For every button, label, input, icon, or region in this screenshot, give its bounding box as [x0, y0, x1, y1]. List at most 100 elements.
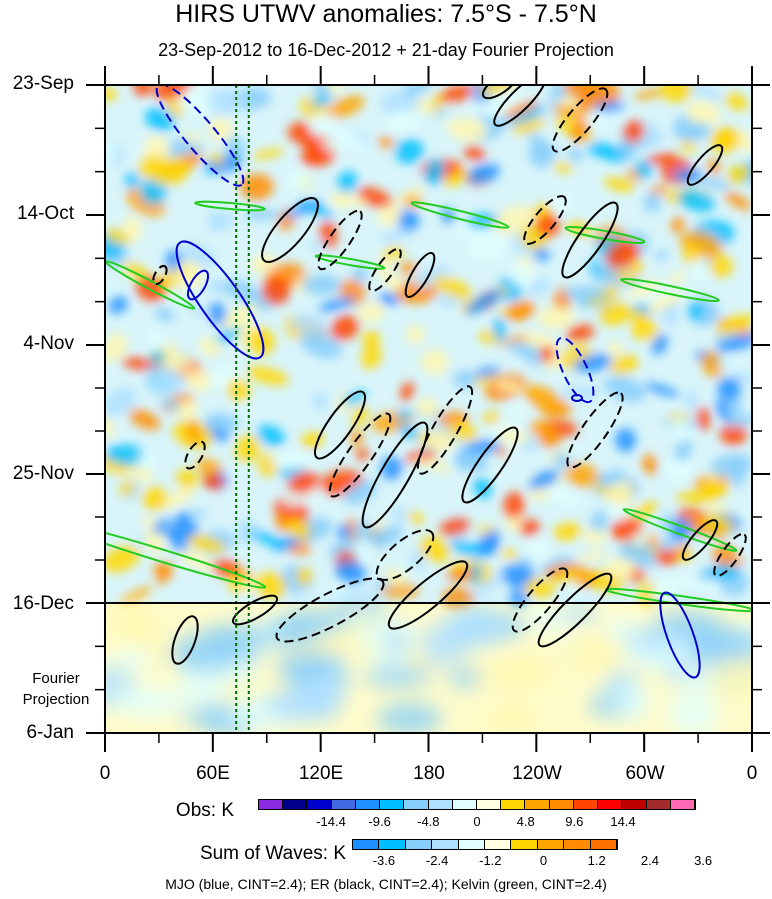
- obs-colorbar: [258, 799, 696, 810]
- anomaly-blob: [283, 486, 323, 506]
- colorbar-swatch: [428, 800, 453, 809]
- anomaly-blob: [351, 266, 369, 282]
- anomaly-blob: [650, 185, 668, 195]
- anomaly-blob: [499, 428, 529, 444]
- anomaly-blob: [331, 128, 371, 153]
- anomaly-blob: [288, 169, 312, 193]
- anomaly-blob: [719, 423, 748, 446]
- anomaly-blob: [301, 145, 336, 167]
- anomaly-blob: [572, 353, 613, 373]
- projection-blob: [363, 666, 433, 687]
- anomaly-blob: [144, 107, 176, 132]
- anomaly-blob: [296, 566, 313, 586]
- anomaly-blob: [199, 337, 222, 356]
- colorbar-swatch: [355, 800, 381, 809]
- anomaly-blob: [284, 200, 322, 218]
- colorbar-label: -4.8: [417, 814, 440, 829]
- anomaly-blob: [677, 189, 716, 212]
- projection-blob: [668, 692, 719, 733]
- anomaly-blob: [539, 345, 555, 363]
- anomaly-blob: [300, 332, 342, 359]
- anomaly-blob: [503, 491, 525, 519]
- colorbar-label: -3.6: [372, 853, 396, 868]
- anomaly-blob: [679, 140, 698, 152]
- anomaly-blob: [105, 87, 117, 101]
- anomaly-blob: [615, 428, 637, 452]
- anomaly-blob: [342, 391, 368, 405]
- projection-blob: [111, 686, 186, 717]
- anomaly-blob: [183, 132, 203, 144]
- waves-colorbar: [352, 839, 618, 850]
- anomaly-blob: [108, 296, 129, 314]
- anomaly-blob: [358, 302, 384, 323]
- anomaly-blob: [121, 261, 151, 280]
- anomaly-blob: [519, 518, 540, 537]
- anomaly-blob: [400, 382, 415, 402]
- anomaly-blob: [205, 412, 239, 432]
- anomaly-blob: [607, 341, 623, 357]
- anomaly-blob: [414, 265, 451, 288]
- anomaly-blob: [449, 539, 489, 559]
- er-contour: [387, 560, 469, 630]
- anomaly-blob: [439, 517, 470, 536]
- anomaly-blob: [618, 138, 636, 161]
- anomaly-blob: [506, 341, 549, 362]
- anomaly-blob: [439, 85, 474, 103]
- anomaly-blob: [142, 486, 168, 511]
- anomaly-blob: [577, 93, 595, 114]
- anomaly-blob: [527, 536, 549, 561]
- er-contour: [314, 390, 366, 460]
- anomaly-blob: [137, 451, 157, 469]
- anomaly-blob: [383, 569, 409, 588]
- colorbar-swatch: [670, 800, 695, 809]
- er-contour: [317, 209, 363, 271]
- projection-blob: [262, 697, 309, 717]
- projection-blob: [522, 606, 571, 631]
- er-contour: [537, 572, 613, 648]
- anomaly-blob: [528, 469, 560, 490]
- anomaly-blob: [431, 105, 450, 119]
- projection-blob: [617, 685, 650, 719]
- projection-blob: [560, 603, 598, 624]
- anomaly-blob: [270, 451, 310, 470]
- anomaly-blob: [407, 511, 425, 524]
- anomaly-blob: [536, 306, 575, 329]
- anomaly-blob: [361, 344, 382, 370]
- x-tick-label: 60E: [196, 763, 230, 784]
- anomaly-blob: [394, 138, 424, 164]
- colorbar-swatch: [283, 800, 308, 809]
- anomaly-blob: [684, 122, 711, 141]
- colorbar-swatch: [432, 840, 459, 849]
- anomaly-blob: [726, 164, 751, 184]
- er-contour: [375, 529, 435, 581]
- anomaly-blob: [676, 491, 703, 502]
- anomaly-blob: [605, 239, 640, 269]
- anomaly-blob: [185, 419, 202, 445]
- colorbar-label: -14.4: [316, 814, 346, 829]
- colorbar-swatch: [501, 800, 526, 809]
- anomaly-blob: [716, 334, 752, 353]
- anomaly-blob: [261, 276, 291, 305]
- fourier-projection-label: Fourier Projection: [22, 670, 90, 708]
- anomaly-blob: [651, 334, 668, 355]
- projection-blob: [258, 623, 321, 646]
- anomaly-blob: [385, 275, 403, 292]
- anomaly-blob: [624, 307, 651, 326]
- anomaly-blob: [667, 271, 687, 284]
- anomaly-blob: [527, 278, 551, 297]
- anomaly-blob: [159, 399, 184, 411]
- colorbar-swatch: [404, 800, 429, 809]
- projection-blob: [691, 626, 752, 667]
- projection-blob: [497, 653, 555, 691]
- anomaly-blob: [734, 130, 752, 153]
- anomaly-blob: [553, 162, 573, 173]
- anomaly-blob: [654, 250, 669, 260]
- kelvin-contour: [314, 254, 386, 270]
- anomaly-blob: [471, 573, 505, 594]
- mjo-contour: [555, 336, 595, 404]
- wave-contours: [105, 85, 752, 733]
- anomaly-blob: [568, 147, 583, 163]
- er-contour: [171, 615, 199, 665]
- er-contour: [551, 87, 609, 153]
